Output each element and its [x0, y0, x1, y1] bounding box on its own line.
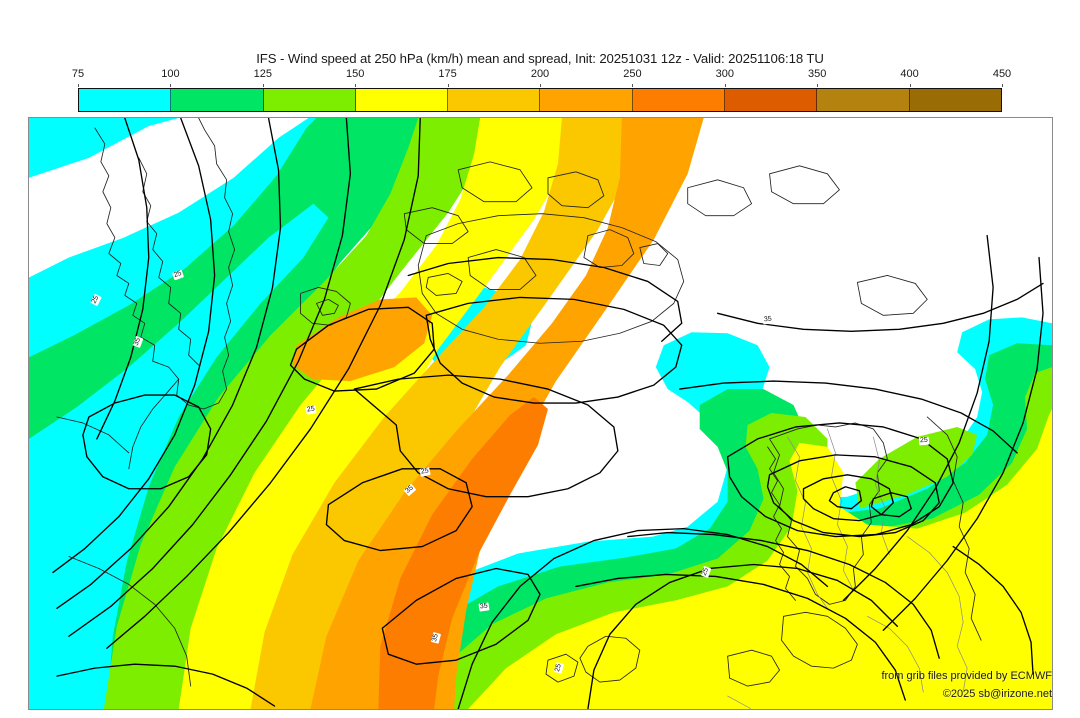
colorbar-band-350-400 [817, 89, 910, 111]
colorbar-band-75-100 [79, 89, 172, 111]
colorbar: 75 100 125 150 175 200 250 300 350 400 450 [72, 68, 1011, 112]
colorbar-tick-label-350: 350 [808, 68, 827, 80]
colorbar-tick-label-75: 75 [71, 68, 85, 80]
wind-speed-shading [29, 118, 1052, 709]
colorbar-band-400-450 [909, 89, 1001, 111]
colorbar-tick-400 [909, 84, 911, 87]
credit-source: from grib files provided by ECMWF [881, 670, 1052, 682]
colorbar-band-250-300 [632, 89, 726, 111]
colorbar-tick-label-125: 125 [253, 68, 272, 80]
colorbar-band-125-150 [263, 89, 356, 111]
coastlines [56, 118, 982, 709]
colorbar-tick-label-400: 400 [900, 68, 919, 80]
colorbar-band-175-200 [448, 89, 541, 111]
colorbar-tick-100 [170, 84, 172, 87]
credit-copyright: ©2025 sb@irizone.net [942, 688, 1052, 700]
contour-label-35-9: 35 [762, 315, 774, 325]
map-plot-area[interactable]: 25 35 25 25 25 35 35 25 35 35 25 25 [28, 117, 1053, 710]
colorbar-tick-150 [355, 84, 357, 87]
contour-label-25-3: 25 [305, 405, 317, 415]
colorbar-tick-350 [817, 84, 819, 87]
spread-contours [52, 118, 1044, 709]
colorbar-tick-label-200: 200 [530, 68, 550, 80]
colorbar-tick-75 [78, 84, 79, 87]
colorbar-tick-label-250: 250 [623, 68, 642, 80]
contour-label-25-10: 25 [918, 436, 930, 446]
colorbar-tick-label-450: 450 [992, 68, 1012, 80]
page-title: IFS - Wind speed at 250 hPa (km/h) mean … [256, 51, 824, 66]
map-canvas [29, 118, 1052, 709]
colorbar-band-100-125 [171, 89, 264, 111]
colorbar-tick-450 [1002, 84, 1003, 87]
colorbar-tick-200 [540, 84, 541, 87]
colorbar-tick-label-175: 175 [438, 68, 457, 80]
colorbar-tick-marks [78, 84, 1003, 88]
colorbar-tick-label-300: 300 [715, 68, 734, 80]
colorbar-tick-125 [262, 84, 264, 87]
colorbar-band-200-250 [540, 89, 633, 111]
contour-label-35-6: 35 [478, 602, 490, 612]
colorbar-band-300-350 [725, 89, 818, 111]
colorbar-band-150-175 [355, 89, 449, 111]
colorbar-bands [78, 88, 1002, 112]
colorbar-tick-label-150: 150 [346, 68, 365, 80]
colorbar-tick-300 [724, 84, 726, 87]
colorbar-tick-labels: 75 100 125 150 175 200 250 300 350 400 450 [72, 68, 1011, 86]
colorbar-tick-label-100: 100 [161, 68, 180, 80]
colorbar-tick-175 [447, 84, 449, 87]
colorbar-tick-250 [632, 84, 634, 87]
